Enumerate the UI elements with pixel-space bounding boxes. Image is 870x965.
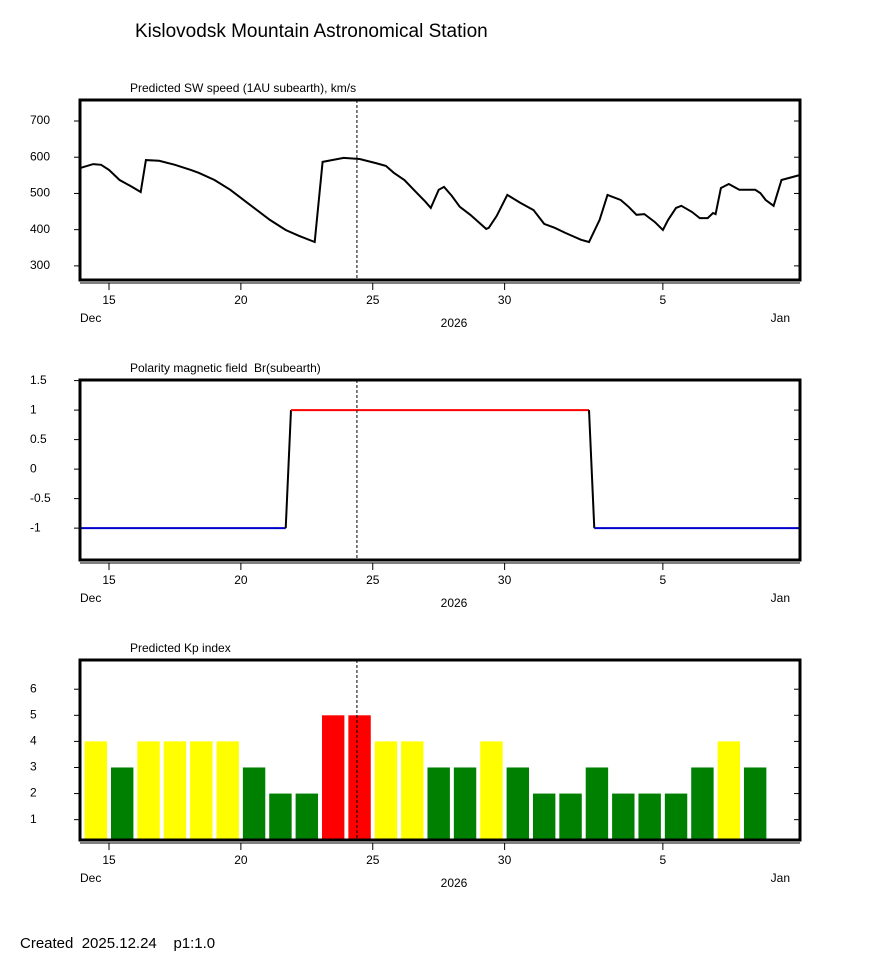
bar [190,741,213,840]
plot-frame [78,658,802,842]
x-tick-label: 20 [234,853,248,867]
y-tick-label: -0.5 [30,491,51,505]
y-tick-label: 600 [30,149,50,163]
bar [321,715,345,840]
x-tick-label: 15 [102,293,116,307]
month-label: Jan [771,591,790,605]
y-tick-label: 0 [30,461,37,475]
page-title: Kislovodsk Mountain Astronomical Station [135,21,488,42]
x-tick-label: 25 [366,573,380,587]
month-label: Dec [80,871,101,885]
panel-title: Polarity magnetic field Br(subearth) [130,361,321,375]
y-tick-label: 700 [30,113,50,127]
y-tick-label: 2 [30,786,37,800]
month-label: Jan [771,871,790,885]
line-segment [284,410,292,529]
y-tick-label: 5 [30,707,37,721]
x-tick-label: 25 [366,853,380,867]
y-tick-label: 0.5 [30,432,47,446]
month-label: Jan [771,311,790,325]
bar [480,741,503,840]
plot-frame [78,378,802,562]
bar [348,715,371,840]
y-tick-label: 1 [30,812,37,826]
bar [242,767,266,840]
bar [216,741,239,840]
plot-frame [78,98,802,282]
x-axis-label: 2026 [441,596,468,610]
bar [612,793,635,840]
x-tick-label: 30 [498,293,512,307]
y-tick-label: 3 [30,760,37,774]
y-tick-label: 1.5 [30,373,47,387]
bar [427,767,450,840]
panel-title: Predicted SW speed (1AU subearth), km/s [130,81,356,95]
x-tick-label: 15 [102,573,116,587]
x-axis-label: 2026 [441,316,468,330]
x-tick-label: 20 [234,293,248,307]
x-tick-label: 15 [102,853,116,867]
footer: Created 2025.12.24 p1:1.0 [20,935,215,952]
panel-title: Predicted Kp index [130,641,231,655]
x-tick-label: 20 [234,573,248,587]
x-tick-label: 25 [366,293,380,307]
bar [137,741,160,840]
bar [453,767,477,840]
bar [532,793,556,840]
bar [559,793,582,840]
bar [638,793,661,840]
bar [664,793,688,840]
bar [84,741,108,840]
bar [691,767,714,840]
x-tick-label: 5 [660,853,667,867]
bar [163,741,187,840]
y-tick-label: 400 [30,222,50,236]
y-tick-label: 6 [30,681,37,695]
x-tick-label: 30 [498,853,512,867]
x-axis-label: 2026 [441,876,468,890]
bar [401,741,424,840]
bar [506,767,530,840]
month-label: Dec [80,311,101,325]
bar [295,793,319,840]
data-line [79,156,801,244]
bar [743,767,767,840]
x-tick-label: 5 [660,293,667,307]
line-segment [588,410,596,529]
y-tick-label: 1 [30,402,37,416]
bar [717,741,740,840]
y-tick-label: 500 [30,186,50,200]
bar [585,767,609,840]
x-tick-label: 5 [660,573,667,587]
y-tick-label: 4 [30,734,37,748]
bar [374,741,398,840]
y-tick-label: 300 [30,258,50,272]
month-label: Dec [80,591,101,605]
bar [110,767,134,840]
bar [269,793,292,840]
x-tick-label: 30 [498,573,512,587]
y-tick-label: -1 [30,520,41,534]
